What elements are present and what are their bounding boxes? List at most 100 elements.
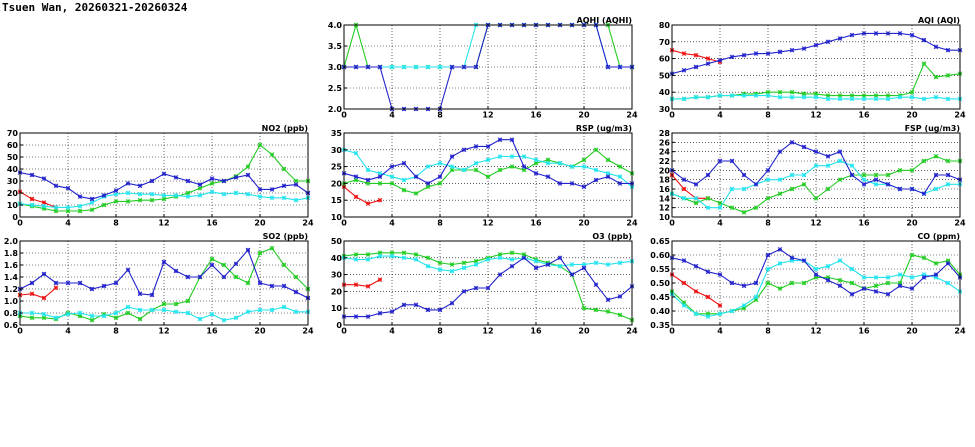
- data-point: [485, 174, 491, 179]
- data-point: [825, 277, 831, 283]
- data-point: [753, 297, 759, 303]
- data-point: [569, 164, 575, 169]
- y-tick-label: 10: [659, 213, 671, 222]
- data-point: [461, 260, 467, 266]
- data-point: [861, 182, 867, 187]
- data-point: [617, 174, 623, 179]
- data-point: [413, 302, 419, 308]
- data-point: [185, 310, 191, 316]
- data-point: [801, 172, 807, 178]
- data-point: [801, 182, 807, 187]
- data-point: [801, 46, 807, 51]
- data-point: [921, 158, 927, 164]
- data-point: [581, 305, 587, 311]
- data-point: [245, 247, 251, 253]
- y-tick-label: 0.8: [4, 309, 19, 318]
- data-point: [569, 181, 575, 186]
- data-point: [693, 64, 699, 70]
- data-point: [533, 157, 539, 163]
- data-point: [65, 208, 71, 214]
- x-tick-label: 12: [810, 111, 821, 120]
- data-point: [933, 172, 939, 178]
- series-cyan: [17, 304, 311, 323]
- x-tick-label: 20: [254, 327, 266, 336]
- data-point: [113, 199, 119, 204]
- data-point: [789, 94, 795, 100]
- data-point: [717, 57, 723, 63]
- data-point: [437, 260, 443, 266]
- data-point: [545, 157, 551, 163]
- data-point: [897, 168, 903, 173]
- data-point: [65, 205, 71, 210]
- data-point: [389, 181, 395, 186]
- x-tick-label: 12: [810, 219, 821, 228]
- y-tick-label: 0.65: [650, 237, 670, 246]
- data-point: [921, 37, 927, 43]
- data-point: [101, 313, 107, 319]
- data-point: [353, 194, 359, 200]
- data-point: [29, 172, 35, 178]
- data-point: [909, 252, 915, 258]
- plot-area: AQI (AQI) 0 4 8 12 16 20 24 30 40 50 60 70 80: [659, 16, 966, 120]
- data-point: [681, 303, 687, 308]
- gridlines: [672, 133, 960, 217]
- data-point: [873, 93, 879, 98]
- data-point: [77, 203, 83, 209]
- y-tick-label: 24: [659, 148, 671, 157]
- data-point: [29, 291, 35, 297]
- data-point: [509, 154, 515, 159]
- data-point: [377, 174, 383, 179]
- data-point: [581, 265, 587, 271]
- data-point: [557, 181, 563, 186]
- x-tick-label: 4: [389, 219, 395, 228]
- data-point: [909, 32, 915, 38]
- data-point: [413, 257, 419, 262]
- data-point: [873, 31, 879, 36]
- data-point: [729, 205, 735, 210]
- data-point: [873, 275, 879, 280]
- data-point: [269, 152, 275, 157]
- series-blue: [669, 140, 963, 196]
- data-point: [705, 269, 711, 275]
- data-point: [849, 266, 855, 272]
- y-tick-label: 0.55: [650, 265, 670, 274]
- data-point: [221, 262, 227, 268]
- data-point: [425, 307, 431, 313]
- data-point: [681, 51, 687, 56]
- data-point: [389, 174, 395, 179]
- data-point: [789, 172, 795, 178]
- data-point: [29, 315, 35, 321]
- series-line-red: [343, 186, 381, 205]
- y-tick-label: 0: [12, 213, 18, 222]
- data-point: [377, 171, 383, 176]
- x-tick-label: 0: [341, 111, 347, 120]
- data-point: [593, 307, 599, 313]
- no2-chart: NO2 (ppb) 0 4 8 12 16 20 24 0 10 20 30 40 50 60 70: [7, 124, 314, 228]
- data-point: [909, 275, 915, 280]
- data-point: [765, 196, 771, 201]
- data-point: [717, 311, 723, 317]
- series-line-red: [19, 287, 57, 299]
- data-point: [861, 31, 867, 36]
- data-point: [717, 158, 723, 164]
- data-point: [197, 274, 203, 280]
- data-point: [137, 197, 143, 203]
- data-point: [801, 94, 807, 100]
- plot-area: NO2 (ppb) 0 4 8 12 16 20 24 0 10 20 30 40 50 60 70: [7, 124, 314, 228]
- data-point: [777, 286, 783, 291]
- data-point: [245, 172, 251, 178]
- chart-title: FSP (ug/m3): [905, 124, 960, 133]
- data-point: [449, 164, 455, 169]
- data-point: [401, 64, 407, 70]
- axes: 0 4 8 12 16 20 24 0.35 0.40 0.45 0.50 0.55 0.60 0.65: [650, 237, 966, 336]
- x-tick-label: 16: [530, 219, 542, 228]
- data-point: [137, 307, 143, 313]
- data-point: [693, 263, 699, 269]
- data-point: [837, 149, 843, 154]
- data-point: [681, 68, 687, 73]
- data-point: [933, 275, 939, 280]
- o3-chart: O3 (ppb) 0 4 8 12 16 20 24 0 10 20 30 40 50: [331, 232, 638, 336]
- data-point: [473, 144, 479, 149]
- x-tick-label: 20: [906, 327, 918, 336]
- data-point: [897, 94, 903, 100]
